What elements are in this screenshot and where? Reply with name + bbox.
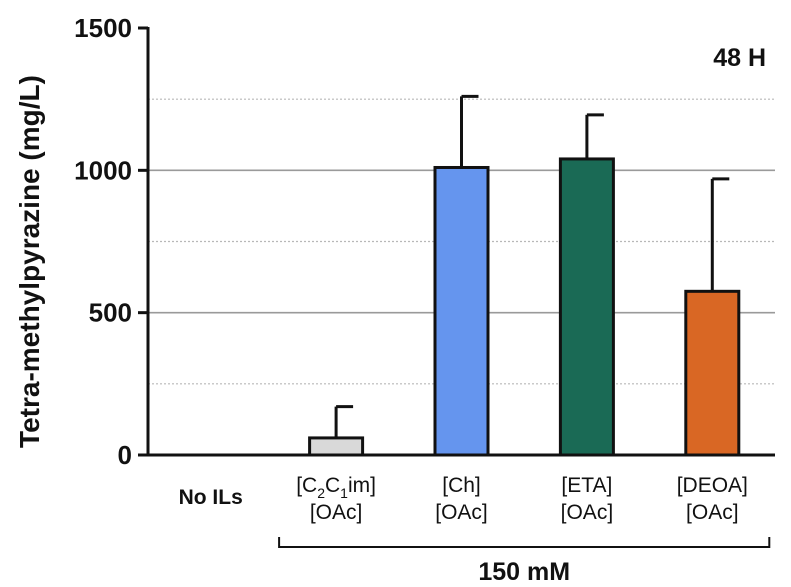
bar-eta-oac <box>558 157 615 457</box>
category-label: [C2C1im] <box>296 474 376 501</box>
category-labels: No ILs[C2C1im][OAc][Ch][OAc][ETA][OAc][D… <box>179 474 748 524</box>
group-bracket-label: 150 mM <box>478 558 570 586</box>
category-label: [OAc] <box>686 501 739 524</box>
y-tick-label: 1000 <box>74 155 132 185</box>
bar-ch-oac <box>433 165 490 457</box>
y-tick-label: 0 <box>118 440 132 470</box>
time-annotation: 48 H <box>713 44 766 72</box>
category-label: No ILs <box>179 486 243 509</box>
y-axis-label: Tetra-methylpyrazine (mg/L) <box>14 75 45 448</box>
category-label: [ETA] <box>561 474 612 497</box>
category-label: [Ch] <box>442 474 481 497</box>
axes <box>146 27 775 457</box>
y-tick-labels: 0 500 1000 1500 <box>74 13 148 470</box>
category-label: [DEOA] <box>677 474 748 497</box>
category-label: [OAc] <box>435 501 488 524</box>
y-tick-label: 500 <box>89 298 132 328</box>
bars <box>308 94 741 457</box>
group-bracket <box>278 537 771 548</box>
category-label: [OAc] <box>561 501 614 524</box>
bar-c2c1im-oac <box>308 436 365 457</box>
bar-deoa-oac <box>684 289 741 457</box>
category-label: [OAc] <box>310 501 363 524</box>
y-tick-label: 1500 <box>74 13 132 43</box>
